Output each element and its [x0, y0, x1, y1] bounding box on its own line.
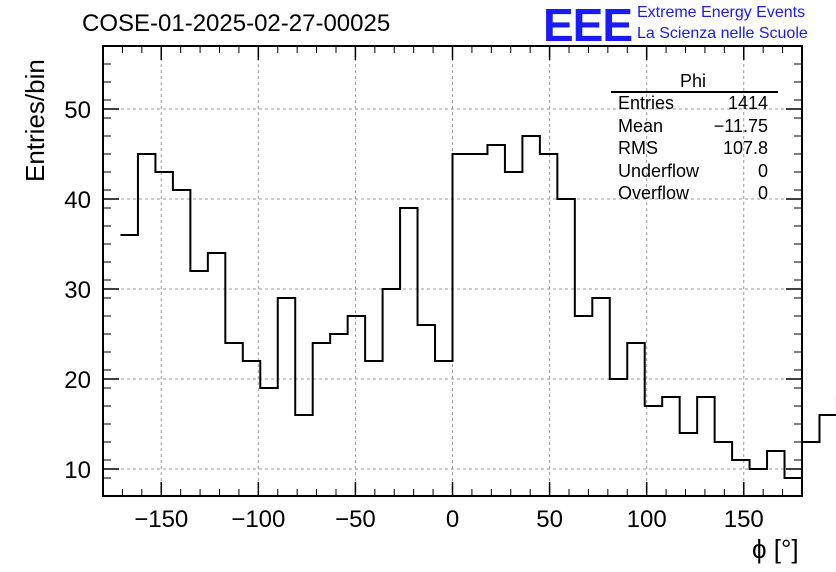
stats-label: Underflow [618, 160, 700, 181]
stats-value: 1414 [727, 93, 768, 113]
x-tick-label: 100 [627, 506, 667, 533]
logo-line-1: Extreme Energy Events [637, 4, 806, 21]
x-tick-label: 0 [446, 506, 459, 533]
stats-value: −11.75 [713, 115, 768, 136]
stats-label: Overflow [618, 183, 690, 203]
stats-value: 107.8 [722, 138, 768, 158]
logo-line-2: La Scienza nelle Scuole [637, 25, 808, 42]
x-axis-label: ϕ [°] [752, 534, 799, 564]
chart-title: COSE-01-2025-02-27-00025 [82, 10, 391, 37]
y-tick-label: 30 [64, 277, 91, 304]
x-tick-label: 150 [724, 506, 764, 533]
y-axis-label: Entries/bin [20, 59, 50, 182]
stats-label: RMS [618, 138, 658, 158]
x-tick-label: −100 [231, 506, 285, 533]
grid-lines [103, 46, 802, 496]
y-tick-label: 20 [64, 367, 91, 394]
y-tick-label: 50 [64, 97, 91, 124]
plot-frame [102, 45, 803, 497]
stats-value: 0 [757, 160, 768, 181]
x-tick-label: −150 [134, 506, 188, 533]
histogram-line [120, 135, 836, 479]
y-tick-label: 10 [64, 457, 91, 484]
axis-ticks [102, 45, 803, 497]
x-tick-label: 50 [536, 506, 563, 533]
stats-title: Phi [680, 71, 707, 91]
tick-labels: −150 −100 −50 0 50 100 150 10 20 30 40 50 [64, 97, 763, 533]
stats-value: 0 [757, 183, 768, 203]
x-tick-label: −50 [335, 506, 376, 533]
stats-label: Mean [618, 115, 664, 136]
stats-label: Entries [618, 93, 675, 113]
eee-logo: EEE [543, 0, 633, 51]
y-tick-label: 40 [64, 187, 91, 214]
